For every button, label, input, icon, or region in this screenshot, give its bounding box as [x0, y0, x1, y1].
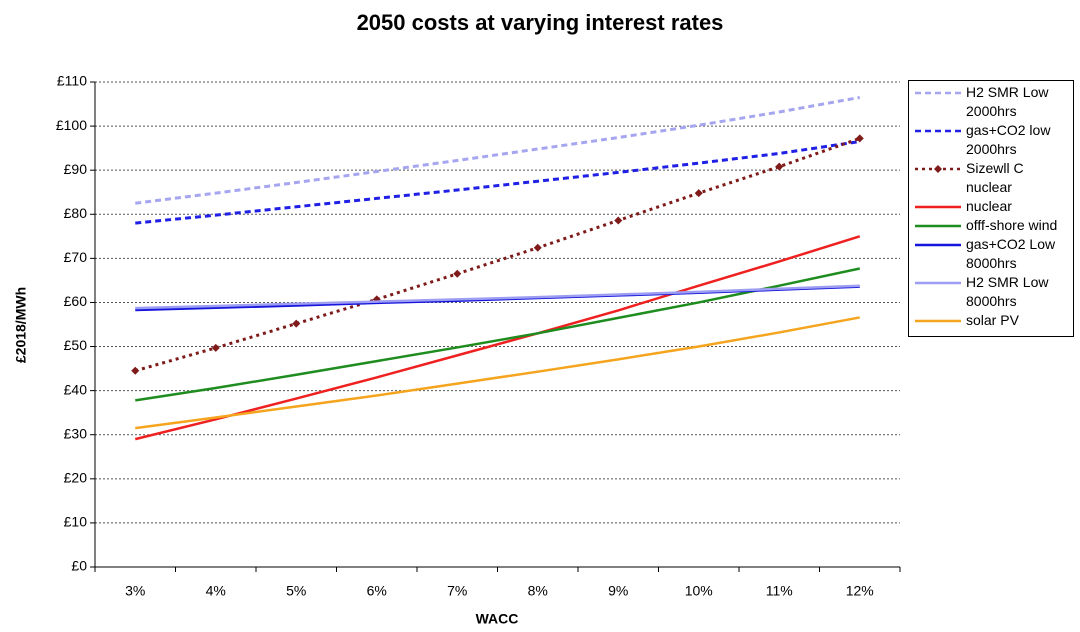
- y-tick-label: £60: [64, 293, 88, 309]
- legend-label: Sizewll C nuclear: [966, 160, 1024, 195]
- legend-swatch: [915, 319, 961, 323]
- y-tick-label: £100: [56, 117, 87, 133]
- legend-swatch: [915, 91, 961, 95]
- series-line: [135, 140, 860, 225]
- series-line: [135, 316, 860, 430]
- data-point: [453, 269, 462, 278]
- x-tick-label: 5%: [286, 583, 306, 599]
- y-axis-label: £2018/MWh: [13, 287, 29, 363]
- legend-swatch: [915, 165, 961, 173]
- legend-label: gas+CO2 Low 8000hrs: [966, 236, 1056, 271]
- legend-label: H2 SMR Low 2000hrs: [966, 84, 1049, 119]
- x-tick-label: 9%: [608, 583, 628, 599]
- data-point: [131, 366, 140, 375]
- legend-item: gas+CO2 low 2000hrs: [909, 121, 1073, 159]
- data-point: [533, 243, 542, 252]
- legend-swatch: [915, 281, 961, 285]
- series-line: [135, 95, 861, 205]
- legend-item: H2 SMR Low 2000hrs: [909, 83, 1073, 121]
- x-tick-label: 4%: [206, 583, 226, 599]
- data-point: [614, 216, 623, 225]
- series-line: [134, 235, 861, 441]
- legend-item: gas+CO2 Low 8000hrs: [909, 235, 1073, 273]
- y-tick-label: £20: [64, 470, 88, 486]
- legend-item: H2 SMR Low 8000hrs: [909, 273, 1073, 311]
- y-tick-label: £110: [57, 73, 87, 89]
- y-tick-label: £0: [71, 558, 87, 574]
- x-tick-label: 7%: [447, 583, 467, 599]
- y-tick-label: £90: [64, 161, 88, 177]
- legend: H2 SMR Low 2000hrs gas+CO2 low 2000hrs Siz…: [908, 80, 1074, 337]
- legend-marker: [934, 165, 942, 173]
- y-tick-label: £10: [64, 514, 88, 530]
- legend-label: gas+CO2 low 2000hrs: [966, 122, 1051, 157]
- legend-swatch: [915, 243, 961, 247]
- x-tick-label: 6%: [367, 583, 387, 599]
- x-tick-label: 8%: [528, 583, 548, 599]
- series-line: [135, 267, 861, 402]
- legend-swatch: [915, 129, 961, 133]
- data-point: [775, 162, 784, 171]
- y-tick-label: £70: [64, 249, 88, 265]
- legend-label: nuclear: [966, 198, 1012, 214]
- data-point: [694, 189, 703, 198]
- legend-swatch: [915, 205, 961, 209]
- legend-label: H2 SMR Low 8000hrs: [966, 274, 1049, 309]
- legend-item: Sizewll C nuclear: [909, 159, 1073, 197]
- data-point: [292, 319, 301, 328]
- legend-item: solar PV: [909, 311, 1073, 330]
- y-tick-label: £40: [64, 381, 88, 397]
- x-tick-label: 10%: [685, 583, 713, 599]
- legend-item: offf-shore wind: [909, 216, 1073, 235]
- legend-label: offf-shore wind: [966, 217, 1058, 233]
- data-point: [855, 134, 864, 143]
- legend-label: solar PV: [966, 312, 1019, 328]
- series-line: [134, 137, 861, 373]
- y-tick-label: £80: [64, 205, 88, 221]
- x-tick-label: 12%: [846, 583, 874, 599]
- legend-swatch: [915, 224, 961, 228]
- x-tick-label: 3%: [125, 583, 145, 599]
- x-axis-label: WACC: [476, 611, 519, 627]
- x-tick-label: 11%: [766, 583, 793, 599]
- legend-item: nuclear: [909, 197, 1073, 216]
- y-tick-label: £30: [64, 425, 88, 441]
- y-tick-label: £50: [64, 337, 88, 353]
- chart-title: 2050 costs at varying interest rates: [357, 10, 724, 35]
- series-line: [135, 284, 860, 310]
- data-point: [211, 343, 220, 352]
